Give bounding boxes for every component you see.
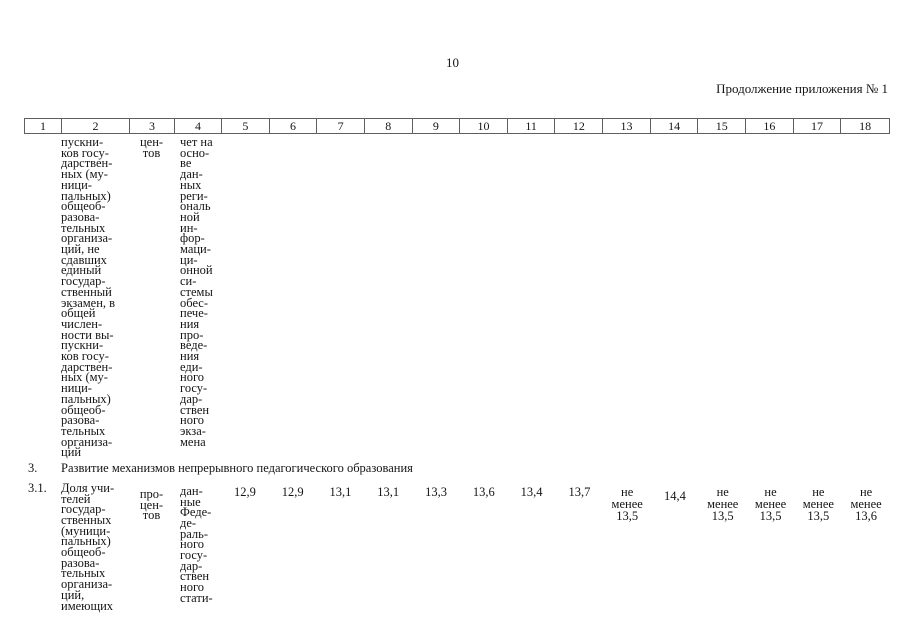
header-col-7: 7 xyxy=(317,119,365,133)
source-cell: чет на осно- ве дан- ных реги- ональ ной… xyxy=(180,135,213,449)
continuation-row: пускни- ков госу- дарствен- ных (му- ниц… xyxy=(24,135,890,460)
header-col-13: 13 xyxy=(603,119,651,133)
continuation-note: Продолжение приложения № 1 xyxy=(716,81,888,96)
header-col-18: 18 xyxy=(859,119,872,133)
section-title: Развитие механизмов непрерывного педагог… xyxy=(61,461,413,476)
header-col-16: 16 xyxy=(746,119,794,133)
unit-cell: про- цен- тов xyxy=(139,486,164,523)
source-cell: дан- ные Феде- де- раль- ного госу- дар-… xyxy=(180,483,213,605)
value-cell-13: не менее 13,5 xyxy=(611,484,643,523)
indicator-row: 3.1. Доля учи- телей государ- ственных (… xyxy=(24,480,890,613)
value-cell-12: 13,7 xyxy=(568,484,591,499)
header-col-8: 8 xyxy=(365,119,413,133)
table-column-number-row: 1 2 3 4 5 6 7 8 9 10 11 12 13 14 15 16 1… xyxy=(24,118,890,134)
unit-cell: цен- тов xyxy=(139,135,164,160)
value-cell-9: 13,3 xyxy=(425,484,447,499)
header-col-17: 17 xyxy=(794,119,842,133)
header-col-1: 1 xyxy=(25,119,62,133)
value-cell-7: 13,1 xyxy=(329,484,352,499)
header-col-2: 2 xyxy=(62,119,130,133)
value-cell-6: 12,9 xyxy=(281,484,304,499)
section-row: 3. Развитие механизмов непрерывного педа… xyxy=(24,461,890,476)
header-col-4: 4 xyxy=(175,119,222,133)
header-col-14: 14 xyxy=(651,119,699,133)
header-col-3: 3 xyxy=(130,119,175,133)
header-col-11: 11 xyxy=(508,119,556,133)
value-cell-16: не менее 13,5 xyxy=(754,484,787,523)
value-cell-11: 13,4 xyxy=(520,484,543,499)
section-id: 3. xyxy=(28,461,38,476)
value-cell-14: 14,4 xyxy=(664,488,686,503)
header-col-10: 10 xyxy=(460,119,508,133)
value-cell-8: 13,1 xyxy=(377,484,400,499)
row-id: 3.1. xyxy=(28,480,47,495)
value-cell-17: не менее 13,5 xyxy=(802,484,834,523)
indicator-name-cell: Доля учи- телей государ- ственных (муниц… xyxy=(61,480,115,613)
header-col-12: 12 xyxy=(555,119,604,133)
value-cell-5: 12,9 xyxy=(233,484,256,499)
header-col-6: 6 xyxy=(270,119,318,133)
value-cell-18: не менее 13,6 xyxy=(850,484,882,523)
value-cell-15: не менее 13,5 xyxy=(707,484,739,523)
indicator-name-cell: пускни- ков госу- дарствен- ных (му- ниц… xyxy=(61,135,116,460)
page-number: 10 xyxy=(446,55,459,70)
header-col-5: 5 xyxy=(222,119,270,133)
header-col-9: 9 xyxy=(413,119,461,133)
table-body: пускни- ков госу- дарствен- ных (му- ниц… xyxy=(24,135,890,613)
value-cell-10: 13,6 xyxy=(472,484,495,499)
header-col-15: 15 xyxy=(698,119,747,133)
